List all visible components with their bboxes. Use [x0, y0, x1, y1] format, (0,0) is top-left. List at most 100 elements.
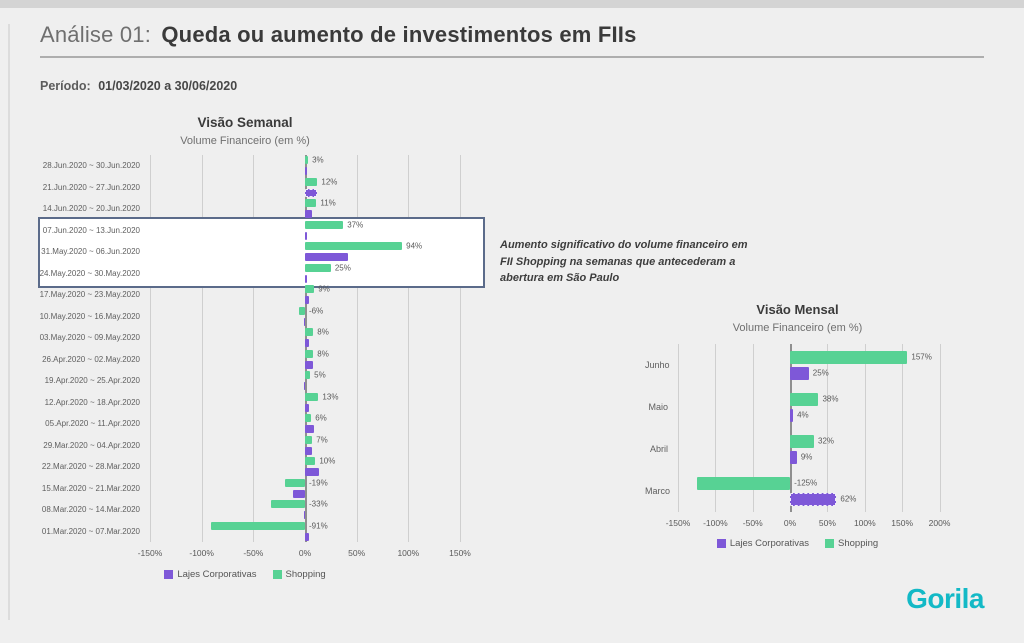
bar-shopping — [305, 156, 309, 165]
value-label: 32% — [818, 436, 835, 446]
value-label: 8% — [317, 327, 329, 337]
value-label: 9% — [800, 452, 813, 462]
bar-shopping — [305, 242, 403, 251]
bar-lajes-corporativas — [305, 403, 310, 412]
bar-lajes-corporativas — [303, 382, 306, 391]
legend-label: Lajes Corporativas — [729, 538, 810, 549]
bar-lajes-corporativas — [305, 360, 314, 369]
gridline — [827, 344, 829, 512]
period-value: 01/03/2020 a 30/06/2020 — [98, 79, 238, 93]
value-label: 25% — [334, 263, 351, 273]
x-axis-tick: 150% — [891, 518, 914, 528]
weekly-chart-title: Visão Semanal — [197, 115, 293, 130]
bar-lajes-corporativas — [790, 408, 794, 422]
legend-item-lajes-corporativas: Lajes Corporativas — [164, 569, 257, 580]
legend-item-lajes-corporativas: Lajes Corporativas — [716, 538, 810, 549]
value-label: -125% — [794, 478, 818, 488]
value-label: 12% — [321, 177, 338, 187]
value-label: 25% — [812, 368, 829, 378]
x-axis-tick: -50% — [243, 548, 264, 558]
x-axis-tick: -150% — [665, 518, 691, 528]
period-label: Período: — [40, 79, 91, 93]
weekly-chart: Visão Semanal Volume Financeiro (em %) -… — [30, 115, 485, 580]
value-label: 10% — [319, 456, 336, 466]
value-label: 37% — [347, 220, 364, 230]
category-label: 31.May.2020 ~ 06.Jun.2020 — [41, 247, 140, 256]
category-label: 12.Apr.2020 ~ 18.Apr.2020 — [44, 397, 140, 407]
gridline — [460, 155, 461, 542]
bar-lajes-corporativas — [790, 492, 837, 506]
x-axis-tick: 150% — [449, 548, 471, 558]
value-label: 11% — [320, 198, 336, 208]
category-label: 01.Mar.2020 ~ 07.Mar.2020 — [41, 526, 140, 536]
monthly-chart-subtitle: Volume Financeiro (em %) — [732, 322, 863, 334]
legend-swatch — [825, 539, 835, 548]
value-label: 8% — [317, 349, 329, 359]
monthly-chart: Visão Mensal Volume Financeiro (em %) -1… — [645, 302, 985, 549]
legend-item-shopping: Shopping — [825, 538, 878, 549]
value-label: 9% — [318, 284, 330, 294]
page-title: Análise 01: Queda ou aumento de investim… — [40, 22, 984, 48]
bar-shopping — [696, 476, 791, 490]
x-axis-tick: 50% — [818, 518, 836, 528]
category-label: Junho — [645, 360, 670, 370]
bar-shopping — [305, 392, 319, 401]
period-line: Período: 01/03/2020 a 30/06/2020 — [40, 79, 237, 93]
x-axis-tick: -50% — [742, 518, 763, 528]
bar-lajes-corporativas — [305, 210, 313, 219]
value-label: 7% — [316, 435, 328, 445]
bar-shopping — [270, 500, 305, 509]
gridline — [902, 344, 904, 512]
left-edge-rule — [8, 24, 10, 620]
x-axis-tick: -100% — [189, 548, 214, 558]
bar-shopping — [305, 435, 313, 444]
x-axis-tick: 100% — [397, 548, 420, 558]
category-label: 08.Mar.2020 ~ 14.Mar.2020 — [41, 505, 140, 514]
x-axis-tick: -150% — [137, 548, 163, 558]
bar-shopping — [305, 371, 311, 380]
value-label: -19% — [309, 478, 328, 488]
gridline — [678, 344, 679, 512]
bar-shopping — [305, 457, 316, 466]
weekly-plot-area: -150% -100% -50% 0% 50% 100% 150% 28.Jun.2020 ~… — [30, 155, 471, 558]
bar-shopping — [790, 392, 819, 406]
category-label: 17.May.2020 ~ 23.May.2020 — [39, 290, 140, 299]
bar-shopping — [305, 199, 317, 208]
legend-label: Shopping — [285, 569, 326, 580]
legend-swatch — [164, 570, 174, 579]
x-axis-tick: 0% — [783, 518, 797, 528]
legend-swatch — [716, 539, 726, 548]
weekly-legend: Lajes Corporativas Shopping — [30, 569, 460, 580]
gridline — [864, 344, 866, 512]
x-axis-tick: 200% — [928, 518, 951, 528]
bar-shopping — [305, 285, 315, 294]
legend-swatch — [272, 570, 282, 579]
bar-shopping — [298, 306, 305, 315]
bar-lajes-corporativas — [305, 446, 313, 455]
value-label: 157% — [911, 352, 932, 362]
gridline — [356, 155, 358, 542]
value-label: -6% — [309, 306, 324, 316]
gridline — [253, 155, 255, 542]
category-label: 10.May.2020 ~ 16.May.2020 — [39, 311, 140, 321]
bar-shopping — [305, 414, 312, 423]
bar-shopping — [305, 349, 314, 358]
axis-zero-line — [790, 344, 793, 512]
value-label: 38% — [822, 394, 839, 404]
x-axis-tick: 100% — [853, 518, 876, 528]
bar-lajes-corporativas — [303, 511, 306, 520]
bar-shopping — [305, 177, 318, 186]
bar-shopping — [790, 350, 908, 364]
monthly-plot-area: -150% -100% -50% 0% 50% 100% 150% 200% Junho 157%… — [645, 344, 950, 528]
value-label: 94% — [406, 241, 423, 251]
bar-lajes-corporativas — [305, 253, 349, 262]
legend-label: Lajes Corporativas — [177, 569, 257, 580]
title-prefix: Análise 01: — [40, 22, 152, 47]
x-axis-tick: 50% — [348, 548, 366, 558]
category-label: 15.Mar.2020 ~ 21.Mar.2020 — [41, 483, 140, 493]
category-label: 29.Mar.2020 ~ 04.Apr.2020 — [43, 440, 140, 450]
category-label: 21.Jun.2020 ~ 27.Jun.2020 — [42, 182, 140, 192]
bar-shopping — [305, 220, 344, 229]
bar-lajes-corporativas — [305, 231, 307, 240]
gridline — [408, 155, 410, 542]
